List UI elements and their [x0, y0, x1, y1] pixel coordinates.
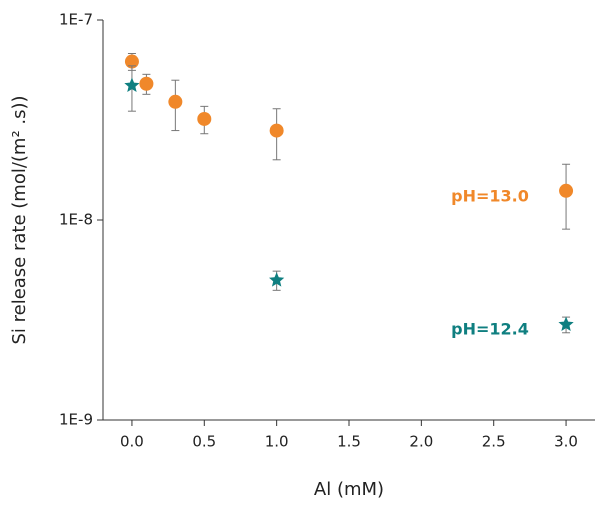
x-tick-label: 3.0: [554, 433, 578, 451]
point: [124, 77, 140, 93]
x-tick-label: 1.0: [265, 433, 289, 451]
point: [124, 54, 139, 69]
series-label: pH=13.0: [451, 187, 529, 206]
point: [139, 76, 154, 91]
x-tick-label: 0.0: [120, 433, 144, 451]
y-tick-label: 1E-8: [59, 211, 93, 229]
point: [269, 123, 284, 138]
x-axis-title: Al (mM): [314, 479, 384, 500]
y-tick-label: 1E-9: [59, 411, 93, 429]
y-axis-title: Si release rate (mol/(m² .s)): [9, 95, 30, 344]
series-label: pH=12.4: [451, 320, 529, 339]
point: [197, 111, 212, 126]
x-tick-label: 0.5: [192, 433, 216, 451]
x-tick-label: 2.5: [482, 433, 506, 451]
point: [559, 183, 574, 198]
y-tick-label: 1E-7: [59, 11, 93, 29]
x-tick-label: 2.0: [409, 433, 433, 451]
point: [269, 272, 285, 287]
point: [168, 94, 183, 109]
x-tick-label: 1.5: [337, 433, 361, 451]
point: [558, 316, 574, 332]
